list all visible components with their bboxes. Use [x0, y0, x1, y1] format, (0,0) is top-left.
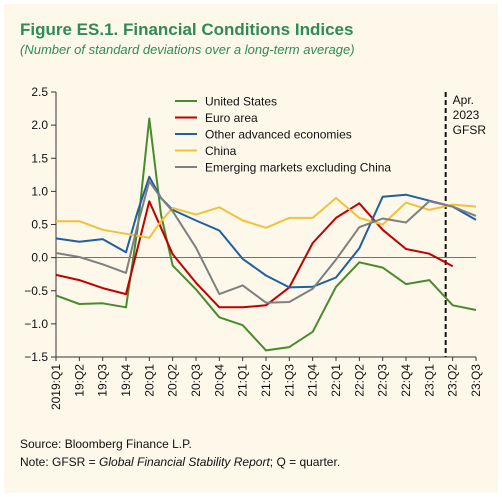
y-tick-label: 1.5 — [31, 151, 48, 165]
x-tick-label: 21:Q1 — [236, 364, 250, 397]
legend-label: Emerging markets excluding China — [205, 161, 391, 175]
series-line — [55, 175, 477, 289]
y-tick-label: −0.5 — [24, 284, 48, 298]
series-line — [55, 200, 454, 309]
x-tick-label: 22:Q3 — [376, 364, 390, 397]
y-tick-label: 2.0 — [31, 118, 48, 132]
legend-label: Euro area — [205, 111, 258, 125]
series-line — [55, 117, 477, 352]
x-tick-label: 20:Q1 — [142, 364, 156, 397]
footnote-suffix: ; Q = quarter. — [269, 455, 341, 469]
series-line — [55, 180, 477, 304]
x-tick-label: 23:Q3 — [469, 364, 483, 397]
x-tick-label: 20:Q3 — [189, 364, 203, 397]
x-tick-label: 22:Q2 — [352, 364, 366, 397]
chart-subtitle: (Number of standard deviations over a lo… — [20, 42, 355, 57]
x-tick-label: 21:Q3 — [282, 364, 296, 397]
footnote-italic: Global Financial Stability Report — [99, 455, 270, 469]
source-note: Source: Bloomberg Finance L.P. — [20, 437, 192, 451]
x-tick-label: 20:Q2 — [166, 364, 180, 397]
figure-panel — [4, 4, 498, 493]
footnote-prefix: Note: GFSR = — [20, 455, 100, 469]
gfsr-annotation: GFSR — [453, 123, 487, 137]
y-tick-label: 0.5 — [31, 218, 48, 232]
x-tick-label: 21:Q4 — [306, 364, 320, 397]
x-tick-label: 22:Q4 — [399, 364, 413, 397]
y-tick-label: −1.5 — [24, 350, 48, 364]
x-tick-label: 20:Q4 — [212, 364, 226, 397]
legend-label: Other advanced economies — [205, 128, 352, 142]
gfsr-annotation: 2023 — [453, 108, 480, 122]
chart-title: Figure ES.1. Financial Conditions Indice… — [20, 20, 354, 39]
x-tick-label: 19:Q2 — [72, 364, 86, 397]
x-tick-label: 2019:Q1 — [49, 364, 63, 410]
y-tick-label: 1.0 — [31, 184, 48, 198]
gfsr-annotation: Apr. — [453, 93, 474, 107]
y-tick-label: −1.0 — [24, 317, 48, 331]
x-tick-label: 19:Q4 — [119, 364, 133, 397]
x-tick-label: 19:Q3 — [96, 364, 110, 397]
y-tick-label: 2.5 — [31, 85, 48, 99]
legend-label: United States — [205, 95, 277, 109]
series-line — [56, 197, 477, 239]
y-tick-label: 0.0 — [31, 251, 48, 265]
legend-label: China — [205, 144, 237, 158]
x-tick-label: 22:Q1 — [329, 364, 343, 397]
footnote: Note: GFSR = Global Financial Stability … — [20, 455, 340, 469]
x-tick-label: 21:Q2 — [259, 364, 273, 397]
x-tick-label: 23:Q1 — [422, 364, 436, 397]
x-tick-label: 23:Q2 — [446, 364, 460, 397]
